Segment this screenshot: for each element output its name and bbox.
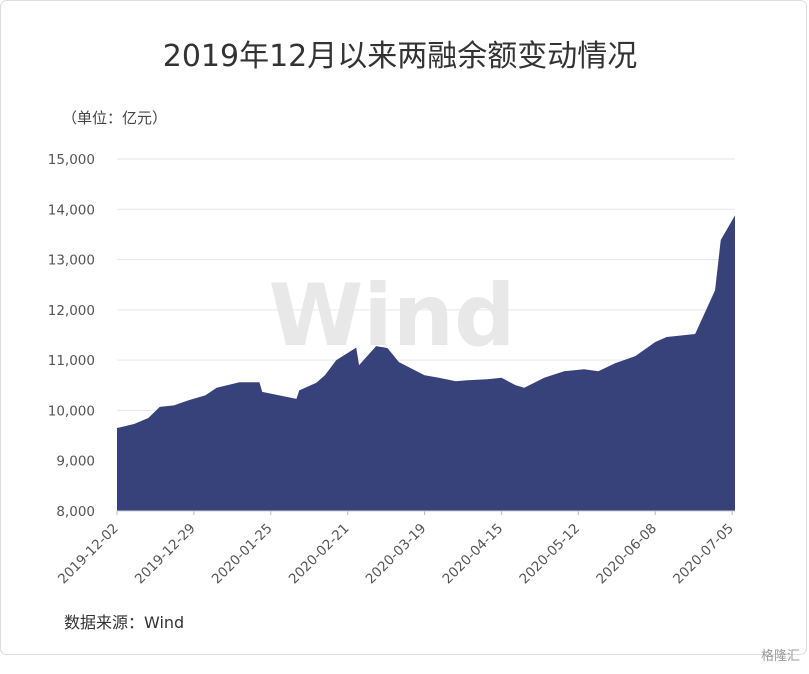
- y-tick-label: 9,000: [56, 454, 95, 470]
- watermark: Wind: [268, 266, 515, 366]
- chart-title: 2019年12月以来两融余额变动情况: [163, 39, 638, 74]
- source: 数据来源：Wind: [64, 613, 184, 632]
- y-tick-label: 8,000: [56, 504, 95, 520]
- y-tick-label: 15,000: [48, 152, 95, 168]
- unit-label: （单位：亿元）: [62, 109, 167, 127]
- y-tick-label: 11,000: [48, 353, 95, 369]
- y-tick-label: 13,000: [48, 253, 95, 269]
- y-tick-label: 14,000: [48, 202, 95, 218]
- area: [117, 215, 735, 511]
- y-tick-label: 10,000: [48, 403, 95, 419]
- logo: 格隆汇: [761, 648, 800, 664]
- y-tick-label: 12,000: [48, 303, 95, 319]
